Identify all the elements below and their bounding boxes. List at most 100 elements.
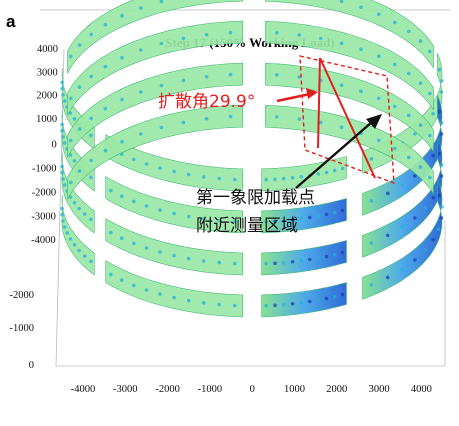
field-point <box>72 117 77 121</box>
x-axis-ticks: -4000 -3000 -2000 -1000 0 1000 2000 3000 4000 <box>71 384 432 395</box>
field-point <box>299 175 304 179</box>
field-point <box>68 237 73 241</box>
ring-segment <box>362 179 443 300</box>
region-label-line2: 附近测量区域 <box>196 216 298 236</box>
field-point <box>62 141 67 145</box>
field-point <box>386 191 390 196</box>
field-point <box>275 73 279 77</box>
field-point <box>233 261 237 266</box>
field-point <box>172 169 176 174</box>
spread-arrow-shaft <box>276 92 311 103</box>
left-upper-tick-label: -3000 <box>31 211 56 222</box>
ring-segment <box>265 62 434 153</box>
field-point <box>139 132 143 136</box>
field-point <box>377 54 381 59</box>
field-point <box>89 158 93 163</box>
field-point <box>273 303 277 308</box>
field-point <box>282 260 286 265</box>
field-point <box>159 0 164 4</box>
field-point <box>324 212 329 217</box>
field-point <box>89 32 93 37</box>
ring-segment <box>67 104 243 200</box>
field-point <box>89 217 93 222</box>
field-point <box>316 172 321 176</box>
field-point <box>437 151 442 156</box>
field-point <box>413 216 417 220</box>
field-point <box>282 218 286 223</box>
field-point <box>82 212 87 216</box>
field-point <box>120 278 124 283</box>
field-point <box>60 122 64 127</box>
field-point <box>172 211 176 216</box>
field-point <box>339 83 344 87</box>
field-point <box>132 199 136 204</box>
field-point <box>428 175 432 180</box>
field-point <box>233 303 237 308</box>
ring-segment <box>67 20 243 116</box>
field-point <box>139 6 143 10</box>
field-point <box>339 0 344 3</box>
field-point <box>407 113 411 118</box>
field-point <box>440 163 444 167</box>
field-point <box>413 258 417 262</box>
field-point <box>275 31 279 35</box>
field-point <box>308 257 312 262</box>
annotation-layer: 扩散角29.9° 第一象限加载点 附近测量区域 <box>158 55 395 236</box>
ring-segment <box>265 0 434 69</box>
ring-segment <box>67 62 243 158</box>
field-point <box>120 13 124 18</box>
field-point <box>69 138 73 143</box>
field-point <box>158 250 162 254</box>
left-upper-tick-label: -1000 <box>32 164 57 175</box>
field-point <box>65 231 69 235</box>
field-point <box>159 83 164 88</box>
field-point <box>290 218 295 222</box>
field-point <box>431 111 435 116</box>
field-point <box>440 205 444 209</box>
field-point <box>77 206 81 211</box>
x-tick-label: 0 <box>250 384 255 395</box>
field-point <box>439 174 444 178</box>
field-point <box>186 256 191 261</box>
left-upper-tick-label: -2000 <box>32 187 57 198</box>
field-point <box>217 176 221 181</box>
field-point <box>172 253 176 258</box>
spread-arrow-head <box>306 88 318 99</box>
field-point <box>413 132 417 136</box>
field-point <box>299 301 304 305</box>
left-lower-tick-label: -2000 <box>10 290 35 301</box>
field-point <box>290 260 295 264</box>
field-point <box>60 170 64 175</box>
field-point <box>423 248 428 252</box>
ring-segment <box>265 20 434 111</box>
field-point <box>340 208 345 213</box>
field-point <box>172 295 176 300</box>
field-point <box>186 298 191 303</box>
field-point <box>69 96 73 101</box>
field-point <box>324 254 329 259</box>
field-point <box>393 20 397 25</box>
field-point <box>339 125 344 129</box>
field-point <box>340 166 345 171</box>
field-point <box>400 183 405 187</box>
left-lower-tick-label: -1000 <box>10 323 35 334</box>
field-point <box>423 206 428 210</box>
x-tick-label: -3000 <box>113 384 138 395</box>
x-tick-label: 3000 <box>369 384 390 395</box>
field-point <box>60 206 64 211</box>
field-point <box>186 172 191 177</box>
left-upper-tick-label: 1000 <box>36 114 57 125</box>
field-point <box>132 157 136 162</box>
field-point <box>439 216 444 220</box>
x-tick-label: -2000 <box>155 384 180 395</box>
field-point <box>369 241 374 245</box>
field-point <box>436 227 441 231</box>
field-point <box>308 299 312 304</box>
field-point <box>440 79 444 83</box>
left-axis-upper-ticks: 4000 3000 2000 1000 0 -1000 -2000 -3000 -4000 <box>31 44 58 246</box>
field-point <box>428 49 432 54</box>
field-point <box>144 288 149 292</box>
field-point <box>89 74 93 79</box>
field-point <box>393 146 397 151</box>
x-tick-label: -4000 <box>71 384 96 395</box>
